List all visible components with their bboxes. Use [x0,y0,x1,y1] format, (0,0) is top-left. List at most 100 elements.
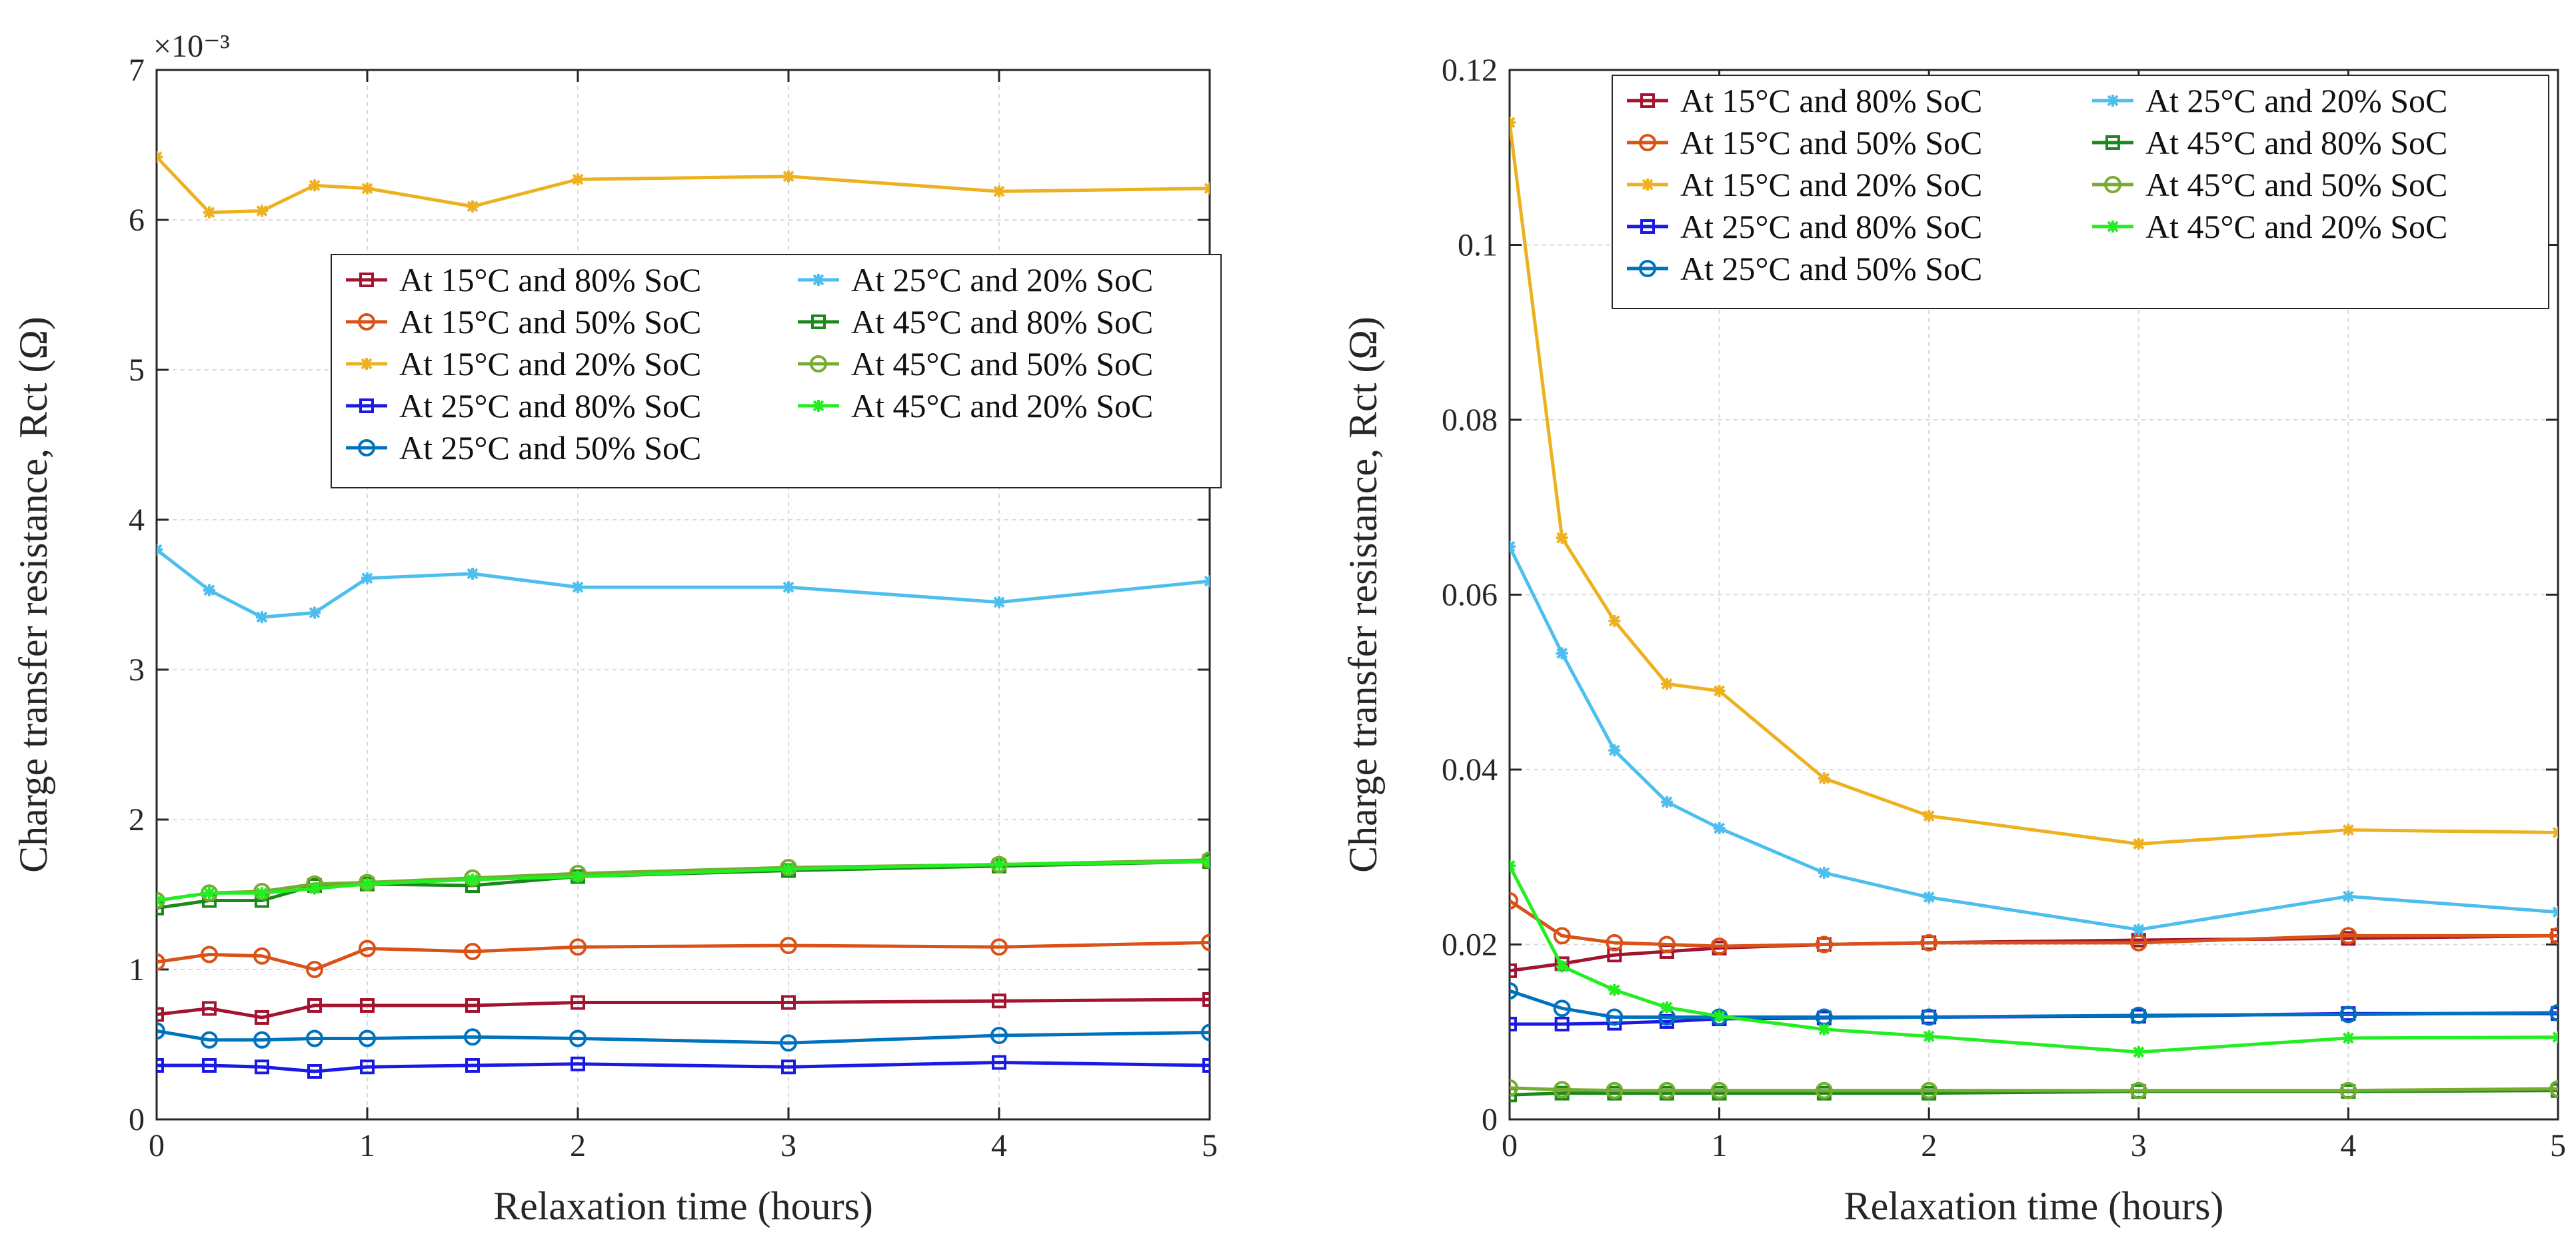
legend-item-at-45c-and-50pct-soc: At 45°C and 50% SoC [2092,166,2447,203]
y-tick-label: 2 [129,802,145,838]
data-point [1660,678,1673,690]
y-tick-label: 1 [129,952,145,987]
data-point [361,182,373,195]
data-point [1554,1016,1570,1031]
data-point [1815,1081,1833,1099]
series-at-25c-and-20pct-soc [157,544,1210,624]
data-point [359,1029,376,1047]
data-point [464,943,481,960]
series-at-15c-and-20pct-soc [157,151,1210,219]
legend-item-at-15c-and-80pct-soc: At 15°C and 80% SoC [1627,82,1982,119]
legend-item-at-15c-and-20pct-soc: At 15°C and 20% SoC [346,345,701,382]
data-point [1923,1030,1935,1043]
legend-item-at-25c-and-50pct-soc: At 25°C and 50% SoC [346,429,701,466]
data-point [1201,1023,1210,1041]
data-point [1815,935,1833,953]
legend-swatch-marker [1640,93,1655,108]
data-point [201,1031,218,1049]
data-point [157,900,164,916]
data-point [2339,927,2357,945]
data-point [1923,891,1935,904]
data-point [1658,1081,1676,1099]
legend-item-at-45c-and-50pct-soc: At 45°C and 50% SoC [798,345,1153,382]
data-point [1510,963,1517,978]
x-tick-label: 1 [359,1128,375,1163]
x-tick-label: 2 [1921,1128,1937,1163]
legend-label: At 45°C and 20% SoC [851,387,1153,424]
x-tick-label: 5 [2550,1128,2566,1163]
data-point [1606,1008,1624,1026]
data-point [2132,1045,2145,1058]
legend-label: At 15°C and 20% SoC [1680,166,1982,203]
legend-swatch-marker [2104,176,2121,193]
data-point [781,995,796,1010]
data-point [1608,614,1621,627]
data-point [464,1028,481,1046]
data-point [1920,1081,1938,1099]
y-tick-label: 0 [129,1102,145,1137]
data-point [1553,1081,1571,1099]
legend-item-at-45c-and-80pct-soc: At 45°C and 80% SoC [2092,124,2447,161]
data-point [253,1031,271,1049]
legend-label: At 25°C and 50% SoC [1680,250,1982,287]
data-point [256,205,268,217]
x-axis-label: Relaxation time (hours) [493,1184,873,1228]
series-at-15c-and-20pct-soc [1510,116,2558,850]
y-axis-label: Charge transfer resistance, Rct (Ω) [1341,316,1385,873]
data-point [2129,1006,2147,1024]
series-line [157,155,1210,215]
data-point [1510,982,1518,1000]
legend-item-at-15c-and-50pct-soc: At 15°C and 50% SoC [346,303,701,340]
data-point [993,596,1005,608]
legend-item-at-25c-and-20pct-soc: At 25°C and 20% SoC [2092,82,2447,119]
data-point [2342,824,2355,836]
data-point [1510,1087,1517,1103]
data-point [1556,960,1568,973]
data-point [2339,1081,2357,1099]
legend-swatch-marker [359,273,374,287]
data-point [1713,822,1726,834]
legend-label: At 15°C and 80% SoC [399,261,701,299]
series-line [1510,865,2558,1054]
series-group [157,151,1210,1079]
data-point [1660,1001,1673,1013]
legend-swatch-marker [358,439,375,456]
series-at-25c-and-20pct-soc [1510,540,2558,936]
data-point [1202,992,1210,1007]
data-point [307,998,322,1013]
legend-label: At 45°C and 20% SoC [2145,208,2447,245]
data-point [253,947,271,965]
legend-item-at-15c-and-20pct-soc: At 15°C and 20% SoC [1627,166,1982,203]
data-point [1713,1010,1726,1023]
data-point [1606,933,1624,951]
y-tick-label: 4 [129,502,145,538]
data-point [307,1064,322,1079]
data-point [569,1029,587,1047]
data-point [467,200,479,213]
series-line [1510,899,2558,948]
series-at-45c-and-20pct-soc [157,856,1210,907]
data-point [1553,999,1571,1017]
x-tick-label: 1 [1712,1128,1728,1163]
legend-label: At 15°C and 20% SoC [399,345,701,382]
legend-label: At 45°C and 80% SoC [851,303,1153,340]
series-group [1510,116,2558,1103]
data-point [571,1056,585,1071]
data-point [255,1059,269,1075]
y-tick-label: 0 [1482,1102,1498,1137]
legend-item-at-25c-and-80pct-soc: At 25°C and 80% SoC [346,387,701,424]
data-point [306,1029,323,1047]
data-point [1923,810,1935,822]
x-tick-label: 0 [149,1128,165,1163]
data-point [255,1010,269,1025]
data-point [1510,1079,1518,1097]
data-point [202,1058,217,1073]
data-point [2549,1003,2558,1021]
series-at-15c-and-50pct-soc [1510,892,2558,955]
data-point [467,874,479,886]
y-tick-label: 7 [129,53,145,88]
plot-area [157,70,1210,1119]
legend-swatch-marker [2107,221,2119,233]
x-tick-label: 3 [2131,1128,2147,1163]
series-line [157,1029,1210,1045]
